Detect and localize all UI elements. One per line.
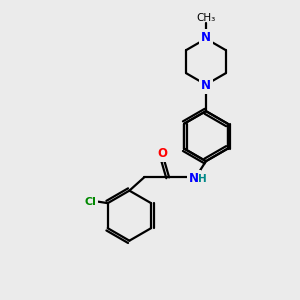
Text: N: N [189, 172, 199, 185]
Text: N: N [201, 31, 211, 44]
Text: N: N [201, 79, 211, 92]
Text: O: O [158, 147, 167, 160]
Text: H: H [198, 174, 206, 184]
Text: Cl: Cl [85, 197, 97, 207]
Text: CH₃: CH₃ [196, 13, 216, 23]
